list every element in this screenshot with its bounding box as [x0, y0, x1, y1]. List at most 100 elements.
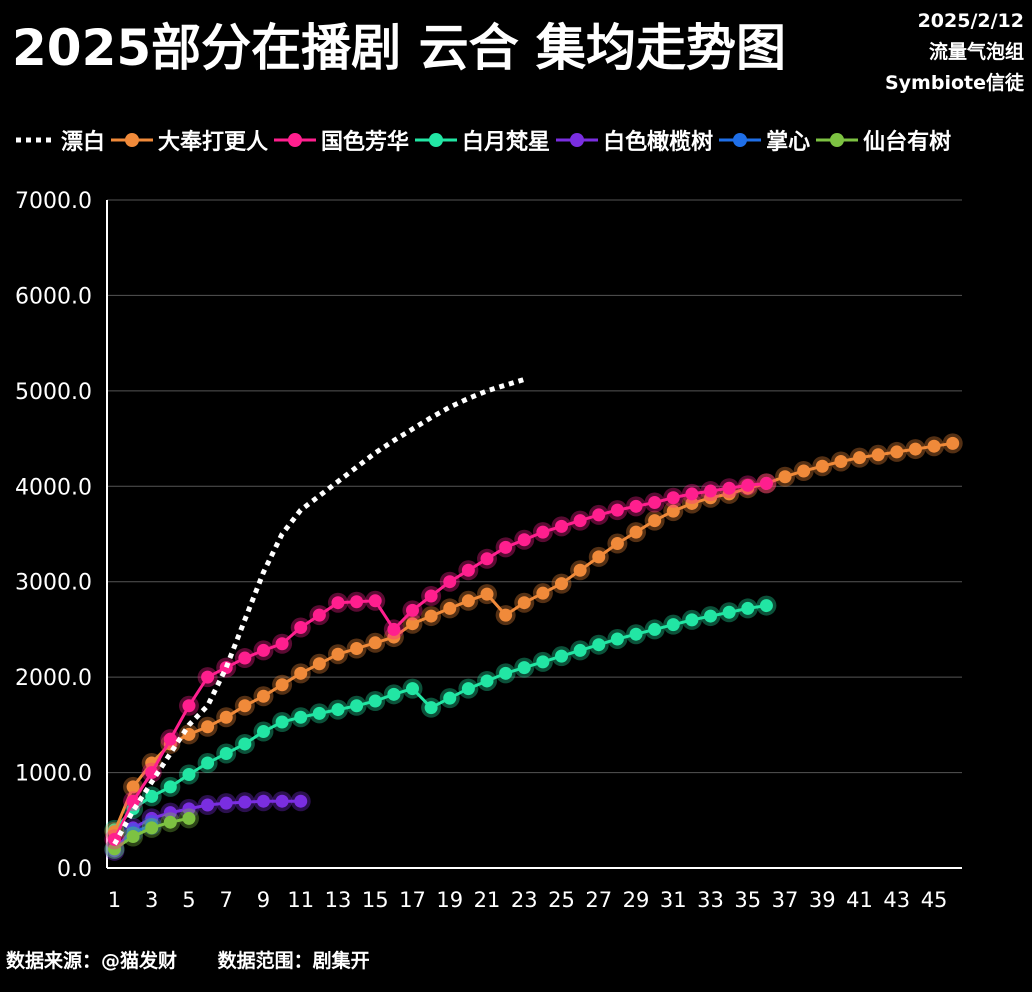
data-point [610, 537, 624, 551]
data-point [722, 605, 736, 619]
x-tick-label: 23 [511, 888, 538, 912]
data-point [405, 682, 419, 696]
data-point [163, 806, 177, 820]
data-point [219, 710, 233, 724]
legend-swatch [415, 133, 458, 147]
data-point [499, 540, 513, 554]
data-point [704, 484, 718, 498]
data-point [238, 651, 252, 665]
x-tick-label: 27 [585, 888, 612, 912]
data-point [480, 674, 494, 688]
data-point [573, 514, 587, 528]
data-point [126, 780, 140, 794]
data-point [294, 621, 308, 635]
data-point [294, 794, 308, 808]
data-point [107, 842, 121, 856]
series-仙台有树 [104, 808, 199, 859]
data-point [182, 699, 196, 713]
legend-marker [830, 133, 845, 147]
data-point [555, 577, 569, 591]
data-point [424, 589, 438, 603]
legend-swatch [556, 133, 599, 147]
data-point [126, 794, 140, 808]
data-point [424, 609, 438, 623]
x-tick-label: 11 [287, 888, 314, 912]
data-point [182, 811, 196, 825]
group-label: 流量气泡组 [928, 41, 1024, 63]
data-point [238, 699, 252, 713]
data-point [592, 508, 606, 522]
legend-marker [733, 133, 748, 147]
data-point [201, 756, 215, 770]
data-point [312, 608, 326, 622]
data-point [145, 789, 159, 803]
series-line [113, 481, 767, 841]
data-point [443, 691, 457, 705]
data-point [890, 445, 904, 459]
data-point [443, 575, 457, 589]
data-point [666, 491, 680, 505]
series-line [113, 604, 767, 831]
legend-label: 掌心 [766, 130, 811, 155]
data-point [219, 796, 233, 810]
chart-legend: 漂白 大奉打更人 国色芳华 白月梵星 白色橄榄树 掌心 仙台有树 [12, 124, 955, 156]
data-point [927, 439, 941, 453]
source-label: 数据来源：@猫发财 [6, 950, 178, 972]
data-point [759, 476, 773, 490]
x-tick-label: 17 [399, 888, 426, 912]
data-point [815, 459, 829, 473]
legend-marker [429, 133, 444, 147]
data-point [704, 609, 718, 623]
y-tick-label: 0.0 [57, 857, 92, 882]
data-point [461, 563, 475, 577]
data-point [331, 703, 345, 717]
data-point [238, 795, 252, 809]
legend-marker [288, 133, 303, 147]
y-tick-label: 4000.0 [15, 475, 92, 500]
data-point [256, 794, 270, 808]
y-tick-label: 6000.0 [15, 284, 92, 309]
data-point [294, 666, 308, 680]
y-tick-label: 3000.0 [15, 571, 92, 596]
data-point [871, 448, 885, 462]
x-tick-label: 7 [220, 888, 233, 912]
data-point [405, 603, 419, 617]
legend-item: 漂白 [12, 124, 105, 156]
data-point [294, 710, 308, 724]
data-point [592, 638, 606, 652]
x-tick-label: 19 [436, 888, 463, 912]
legend-item: 掌心 [717, 124, 810, 156]
data-point [145, 766, 159, 780]
data-point [275, 637, 289, 651]
data-point [368, 594, 382, 608]
data-point [908, 442, 922, 456]
data-point [350, 642, 364, 656]
x-tick-label: 13 [325, 888, 352, 912]
legend-label: 国色芳华 [321, 130, 410, 155]
data-point [741, 478, 755, 492]
data-point [275, 678, 289, 692]
data-point [219, 746, 233, 760]
data-point [536, 525, 550, 539]
data-point [331, 596, 345, 610]
legend-swatch [719, 133, 762, 147]
data-point [256, 725, 270, 739]
x-tick-label: 9 [257, 888, 270, 912]
data-point [350, 699, 364, 713]
data-point [350, 595, 364, 609]
data-point [741, 601, 755, 615]
data-point [312, 706, 326, 720]
x-tick-label: 35 [734, 888, 761, 912]
y-tick-label: 2000.0 [15, 666, 92, 691]
data-point [145, 821, 159, 835]
data-point [256, 689, 270, 703]
data-point [368, 694, 382, 708]
data-point [182, 767, 196, 781]
data-point [573, 563, 587, 577]
data-point [443, 601, 457, 615]
data-point [610, 632, 624, 646]
series-大奉打更人 [104, 433, 963, 842]
x-tick-label: 39 [809, 888, 836, 912]
x-tick-label: 45 [921, 888, 948, 912]
data-point [517, 661, 531, 675]
